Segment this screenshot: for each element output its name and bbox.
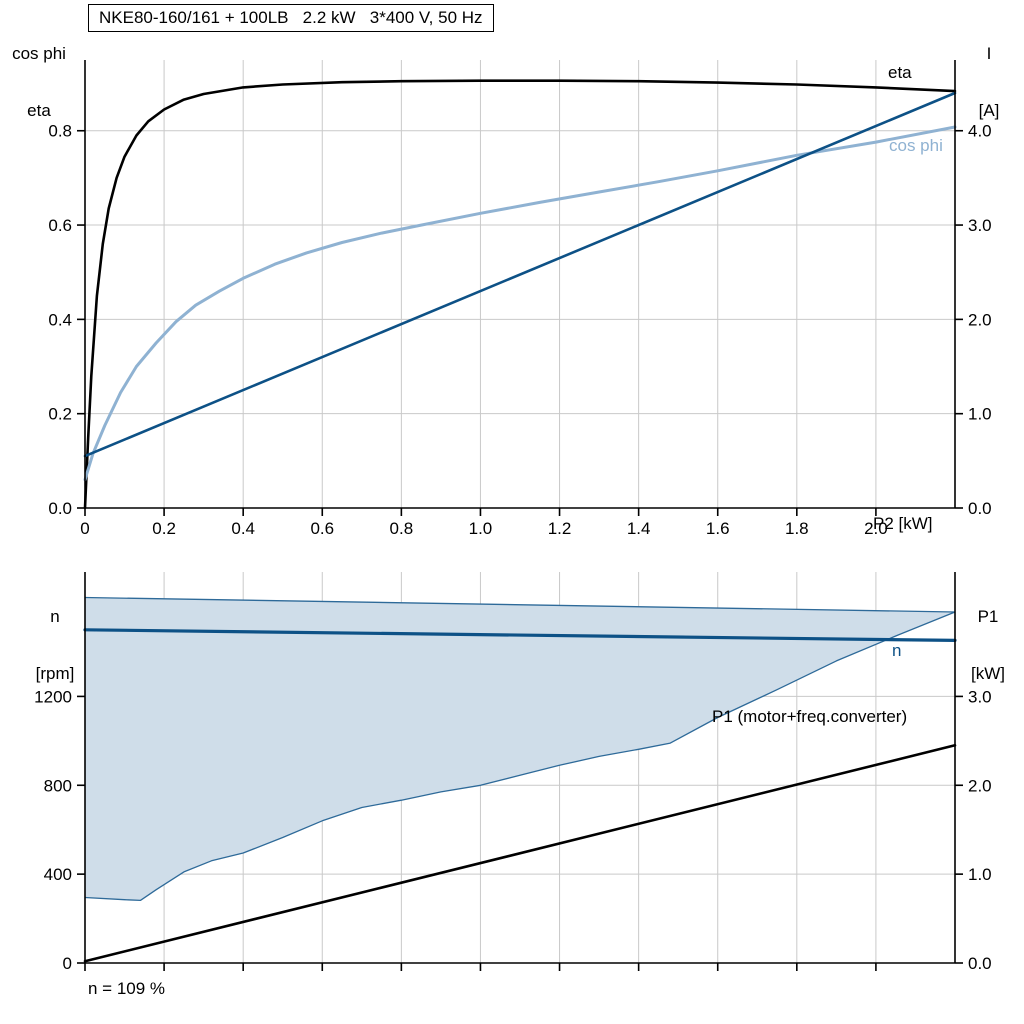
svg-text:0: 0 xyxy=(63,954,72,973)
svg-text:0.8: 0.8 xyxy=(48,122,72,141)
svg-text:0.2: 0.2 xyxy=(48,405,72,424)
svg-text:0.2: 0.2 xyxy=(152,519,176,538)
speed-axis-title-line2: [rpm] xyxy=(35,664,75,683)
cos-phi-series-label: cos phi xyxy=(889,136,943,155)
top-right-axis-title: I [A] xyxy=(963,6,1015,158)
svg-text:1.0: 1.0 xyxy=(968,865,992,884)
chart-title-box: NKE80-160/161 + 100LB 2.2 kW 3*400 V, 50… xyxy=(88,4,494,32)
svg-text:3.0: 3.0 xyxy=(968,216,992,235)
bottom-right-axis-title: P1 [kW] xyxy=(960,569,1016,721)
svg-text:1.4: 1.4 xyxy=(627,519,651,538)
svg-text:1.0: 1.0 xyxy=(469,519,493,538)
svg-text:0.0: 0.0 xyxy=(968,954,992,973)
top-left-axis-title: cos phi eta xyxy=(6,6,72,158)
p1-axis-title-line2: [kW] xyxy=(971,664,1005,683)
n-series-label: n xyxy=(892,641,902,660)
right-axis-title-line2: [A] xyxy=(978,101,1000,120)
svg-text:0.0: 0.0 xyxy=(48,499,72,518)
svg-text:4.0: 4.0 xyxy=(968,122,992,141)
svg-text:0.4: 0.4 xyxy=(231,519,255,538)
svg-text:1.8: 1.8 xyxy=(785,519,809,538)
svg-text:2.0: 2.0 xyxy=(968,776,992,795)
x-axis-label: P2 [kW] xyxy=(873,514,933,533)
svg-text:0.0: 0.0 xyxy=(968,499,992,518)
svg-text:0.6: 0.6 xyxy=(310,519,334,538)
left-axis-title-line2: eta xyxy=(27,101,51,120)
left-axis-title-line1: cos phi xyxy=(12,44,66,63)
svg-text:0.4: 0.4 xyxy=(48,310,72,329)
svg-text:0.8: 0.8 xyxy=(390,519,414,538)
svg-text:0: 0 xyxy=(80,519,89,538)
speed-axis-title-line1: n xyxy=(50,607,60,626)
eta-series-label: eta xyxy=(888,63,912,82)
right-axis-title-line1: I xyxy=(986,44,992,63)
p1-series-label: P1 (motor+freq.converter) xyxy=(712,707,908,726)
svg-text:1.2: 1.2 xyxy=(548,519,572,538)
svg-text:3.0: 3.0 xyxy=(968,687,992,706)
speed-percentage-annotation: n = 109 % xyxy=(88,979,166,998)
svg-text:1.6: 1.6 xyxy=(706,519,730,538)
svg-text:0.6: 0.6 xyxy=(48,216,72,235)
svg-text:800: 800 xyxy=(44,776,72,795)
svg-text:2.0: 2.0 xyxy=(864,519,888,538)
p1-axis-title-line1: P1 xyxy=(977,607,999,626)
svg-text:1200: 1200 xyxy=(34,687,72,706)
svg-text:1.0: 1.0 xyxy=(968,405,992,424)
svg-text:2.0: 2.0 xyxy=(968,310,992,329)
bottom-left-axis-title: n [rpm] xyxy=(26,569,84,721)
svg-text:400: 400 xyxy=(44,865,72,884)
